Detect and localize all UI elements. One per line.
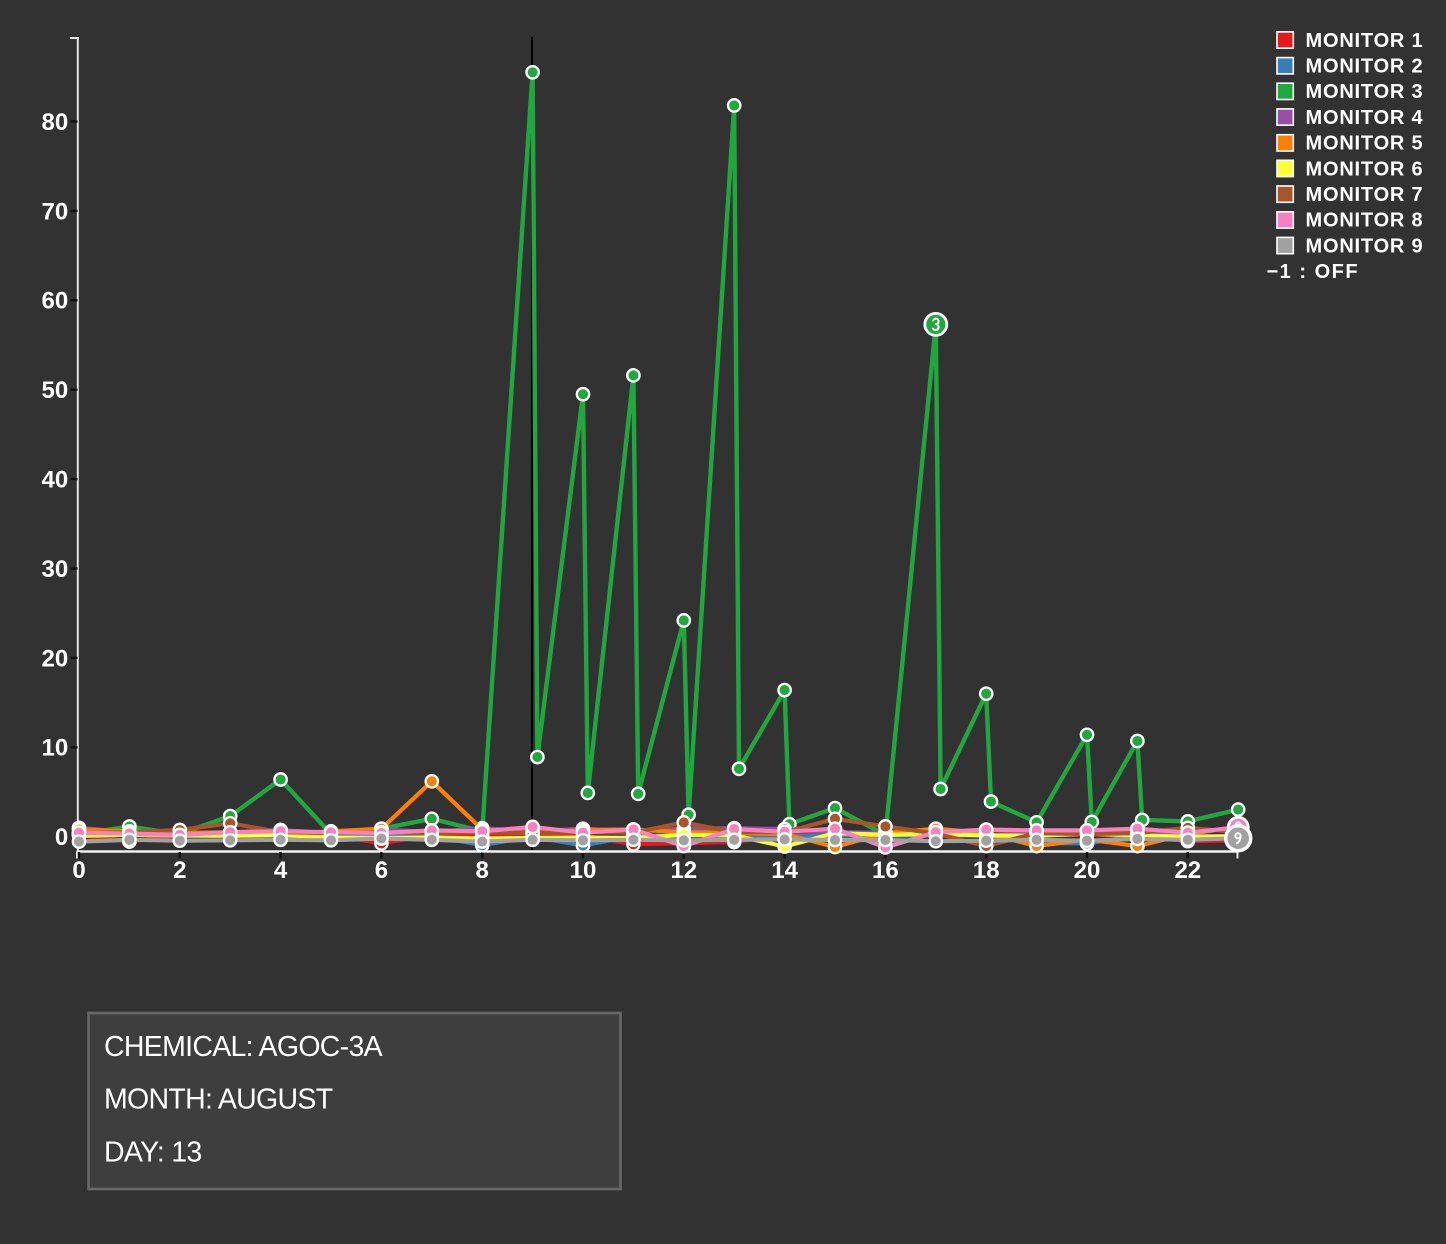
svg-text:6: 6 xyxy=(375,857,388,884)
svg-text:20: 20 xyxy=(41,645,68,672)
svg-text:80: 80 xyxy=(41,109,68,136)
svg-text:50: 50 xyxy=(41,377,68,404)
svg-text:4: 4 xyxy=(274,857,288,884)
svg-text:18: 18 xyxy=(973,857,1000,884)
svg-text:MONITOR 5: MONITOR 5 xyxy=(1306,133,1424,155)
svg-text:0: 0 xyxy=(55,824,68,851)
svg-text:MONITOR 9: MONITOR 9 xyxy=(1306,235,1424,257)
svg-text:0: 0 xyxy=(72,857,85,884)
svg-text:−1 : OFF: −1 : OFF xyxy=(1267,261,1360,283)
svg-text:MONITOR 2: MONITOR 2 xyxy=(1306,56,1424,78)
svg-text:DAY: 13: DAY: 13 xyxy=(104,1136,202,1168)
svg-text:2: 2 xyxy=(173,857,186,884)
svg-text:12: 12 xyxy=(670,857,697,884)
svg-text:16: 16 xyxy=(872,857,899,884)
svg-text:10: 10 xyxy=(570,857,597,884)
svg-text:22: 22 xyxy=(1174,857,1201,884)
svg-text:MONTH: AUGUST: MONTH: AUGUST xyxy=(104,1084,333,1116)
svg-text:CHEMICAL: AGOC-3A: CHEMICAL: AGOC-3A xyxy=(104,1031,383,1063)
svg-text:8: 8 xyxy=(476,857,489,884)
svg-text:60: 60 xyxy=(41,288,68,315)
svg-text:10: 10 xyxy=(41,735,68,762)
svg-text:MONITOR 6: MONITOR 6 xyxy=(1306,158,1424,180)
svg-text:MONITOR 4: MONITOR 4 xyxy=(1306,107,1424,129)
svg-text:20: 20 xyxy=(1074,857,1101,884)
svg-text:30: 30 xyxy=(41,556,68,583)
svg-text:70: 70 xyxy=(41,198,68,225)
svg-text:MONITOR 7: MONITOR 7 xyxy=(1306,184,1424,206)
svg-text:14: 14 xyxy=(771,857,798,884)
svg-text:MONITOR 3: MONITOR 3 xyxy=(1306,81,1424,103)
svg-text:40: 40 xyxy=(41,467,68,494)
svg-text:MONITOR 8: MONITOR 8 xyxy=(1306,210,1424,232)
svg-text:MONITOR 1: MONITOR 1 xyxy=(1306,30,1424,52)
